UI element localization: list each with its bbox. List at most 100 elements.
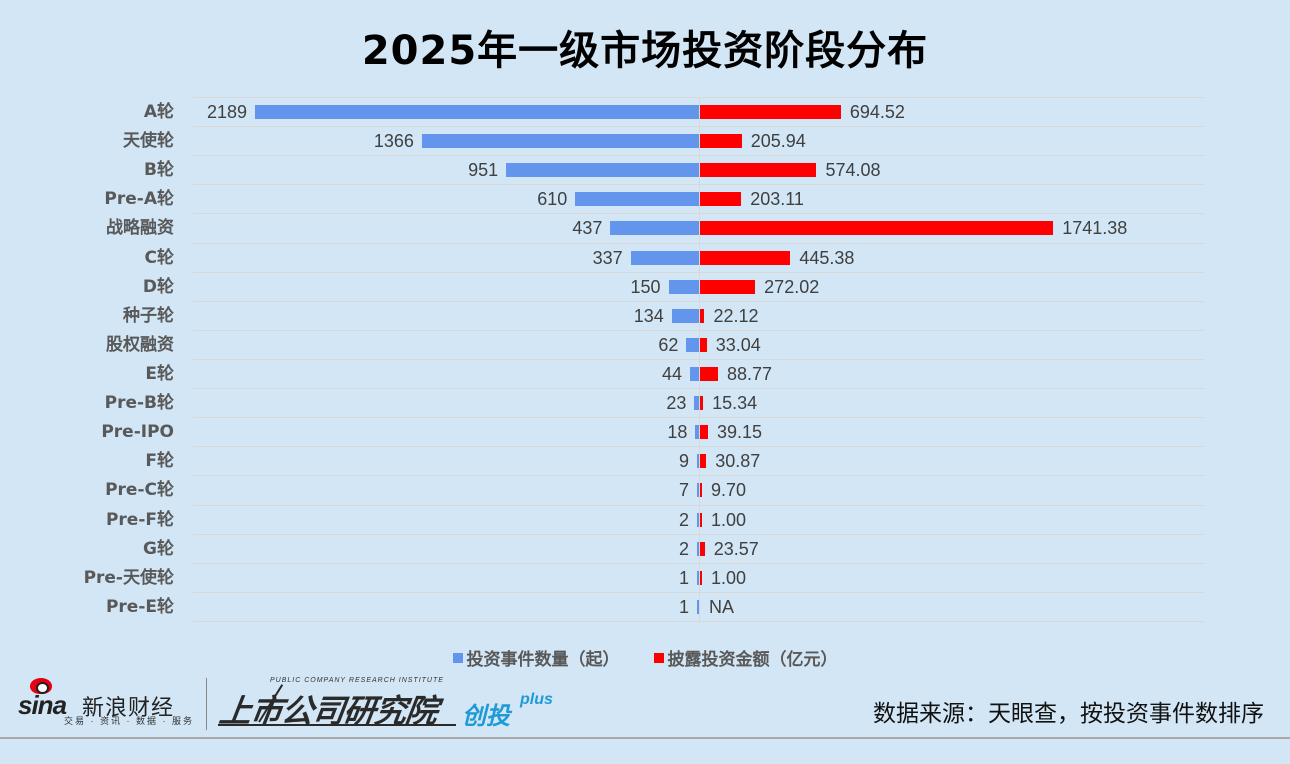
legend-swatch-red — [653, 652, 664, 663]
bar-amount[interactable] — [700, 570, 702, 585]
count-value-label: 2189 — [206, 102, 247, 122]
bar-amount[interactable] — [700, 541, 705, 556]
chart-row: G轮 2 23.57 — [0, 533, 1290, 563]
bar-amount[interactable] — [700, 367, 718, 381]
bar-count[interactable] — [506, 163, 699, 178]
bar-amount[interactable] — [700, 163, 817, 178]
bar-amount[interactable] — [700, 279, 756, 294]
bar-count[interactable] — [697, 541, 699, 556]
category-label: D轮 — [142, 276, 174, 297]
count-value-label: 1 — [678, 567, 689, 588]
bar-amount[interactable] — [700, 308, 705, 323]
amount-value-label: NA — [709, 596, 735, 617]
bar-amount[interactable] — [700, 250, 791, 265]
bar-count[interactable] — [697, 599, 699, 614]
legend-item-count[interactable]: 投资事件数量（起） — [452, 645, 620, 670]
bar-count[interactable] — [610, 221, 699, 236]
footer-divider — [0, 737, 1290, 739]
bar-count[interactable] — [630, 250, 699, 265]
bar-amount[interactable] — [700, 134, 742, 149]
sina-finance-logo: sina 新浪财经 交易 · 资讯 · 数据 · 服务 — [18, 676, 193, 726]
amount-value-label: 9.70 — [711, 480, 747, 501]
legend: 投资事件数量（起） 披露投资金额（亿元） — [0, 645, 1290, 670]
amount-value-label: 15.34 — [712, 393, 758, 414]
bar-count[interactable] — [575, 192, 699, 207]
count-value-label: 9 — [678, 451, 689, 472]
gridline — [193, 562, 1205, 564]
sina-tagline: 交易 · 资讯 · 数据 · 服务 — [64, 716, 194, 726]
gridline — [193, 388, 1205, 390]
bar-count[interactable] — [686, 337, 699, 352]
category-label: E轮 — [145, 364, 174, 384]
category-label: Pre-A轮 — [104, 189, 174, 210]
gridline — [193, 242, 1205, 244]
bar-amount[interactable] — [700, 454, 707, 469]
chart-row: Pre-A轮 610 203.11 — [0, 184, 1290, 213]
chart-row: Pre-天使轮 1 1.00 — [0, 562, 1290, 592]
legend-label-amount: 披露投资金额（亿元） — [667, 650, 838, 670]
gridline — [193, 533, 1205, 535]
bar-amount[interactable] — [700, 192, 742, 207]
count-value-label: 951 — [468, 160, 499, 181]
bar-amount[interactable] — [700, 483, 702, 498]
bar-amount[interactable] — [700, 425, 708, 440]
bar-count[interactable] — [697, 483, 699, 498]
bar-count[interactable] — [671, 308, 699, 323]
amount-value-label: 694.52 — [849, 102, 905, 122]
chart-row: Pre-E轮 1 NA — [0, 591, 1290, 621]
amount-value-label: 30.87 — [715, 451, 761, 472]
chart-row: E轮 44 88.77 — [0, 359, 1290, 388]
category-label: G轮 — [143, 538, 174, 559]
legend-item-amount[interactable]: 披露投资金额（亿元） — [653, 645, 838, 670]
bar-amount[interactable] — [700, 396, 704, 411]
count-value-label: 18 — [667, 422, 688, 443]
count-value-label: 62 — [658, 334, 679, 355]
gridline — [193, 359, 1205, 360]
gridline — [193, 155, 1205, 157]
gridline — [193, 213, 1205, 215]
bar-count[interactable] — [421, 134, 699, 149]
bar-amount[interactable] — [700, 512, 702, 527]
data-source-note: 数据来源：天眼查，按投资事件数排序 — [873, 701, 1264, 727]
legend-swatch-blue — [452, 652, 463, 663]
bar-count[interactable] — [694, 396, 699, 411]
gridline — [193, 446, 1205, 448]
category-label: B轮 — [144, 160, 174, 181]
plus-brand: plus — [520, 691, 553, 708]
legend-label-count: 投资事件数量（起） — [466, 650, 620, 670]
institute-en-name: PUBLIC COMPANY RESEARCH INSTITUTE — [270, 677, 444, 684]
chart-row: Pre-F轮 2 1.00 — [0, 504, 1290, 534]
gridline — [193, 417, 1205, 419]
amount-value-label: 445.38 — [799, 247, 855, 268]
count-value-label: 150 — [630, 276, 661, 297]
bar-count[interactable] — [697, 512, 699, 527]
count-value-label: 437 — [572, 218, 603, 239]
bar-count[interactable] — [697, 454, 699, 469]
gridline — [193, 329, 1205, 331]
bar-count[interactable] — [668, 279, 699, 294]
bar-count[interactable] — [695, 425, 699, 440]
count-value-label: 1 — [678, 596, 689, 617]
chart-title: 2025年一级市场投资阶段分布 — [361, 28, 929, 74]
count-value-label: 2 — [678, 509, 689, 530]
count-value-label: 134 — [633, 305, 664, 326]
count-value-label: 1366 — [373, 131, 414, 152]
chart-row: F轮 9 30.87 — [0, 446, 1290, 475]
bar-count[interactable] — [255, 105, 699, 119]
amount-value-label: 23.57 — [713, 538, 759, 559]
research-institute-logo: PUBLIC COMPANY RESEARCH INSTITUTE 上市公司研究… — [217, 676, 598, 730]
count-value-label: 337 — [592, 247, 623, 268]
gridline — [193, 126, 1205, 128]
bar-amount[interactable] — [700, 221, 1054, 236]
bar-amount[interactable] — [700, 337, 707, 352]
count-value-label: 44 — [662, 364, 683, 384]
chart-row: C轮 337 445.38 — [0, 242, 1290, 272]
bar-count[interactable] — [690, 367, 699, 381]
bar-amount[interactable] — [700, 105, 841, 119]
category-label: Pre-F轮 — [105, 509, 174, 530]
gridline — [193, 300, 1205, 302]
bar-count[interactable] — [697, 570, 699, 585]
category-label: Pre-B轮 — [104, 393, 174, 414]
amount-value-label: 1.00 — [711, 509, 747, 530]
category-label: 天使轮 — [123, 131, 174, 152]
